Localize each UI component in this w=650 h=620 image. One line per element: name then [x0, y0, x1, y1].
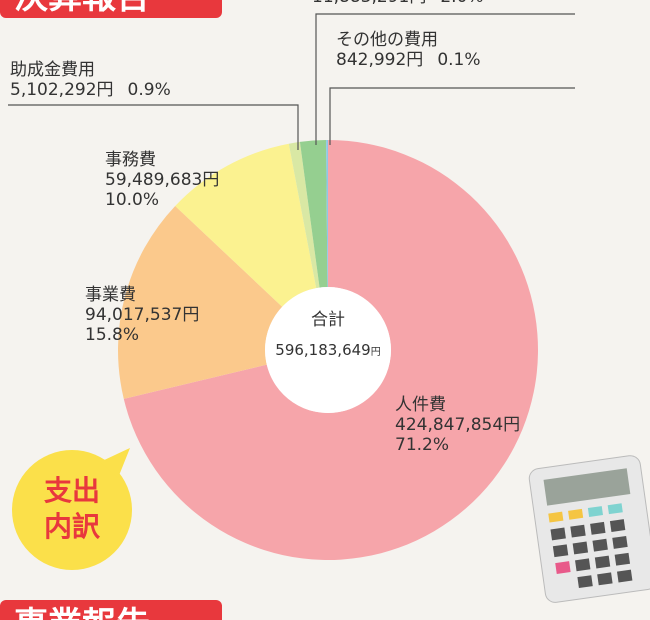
percent-label: 15.8% [85, 325, 139, 345]
amount-label: 5,102,292円 [10, 80, 114, 100]
footer-title: 事業報告 [14, 605, 150, 620]
value-label: 11,883,291円 2.0% [312, 0, 484, 7]
category-label: 助成金費用 [10, 60, 95, 80]
pie-slice [288, 141, 320, 289]
category-label: 事業費 [85, 285, 136, 305]
total-label: 596,183,649 [275, 341, 370, 359]
amount-label: 424,847,854円 [395, 415, 520, 435]
calculator-icon [528, 455, 650, 603]
leader-line [8, 104, 299, 150]
badge-circle [12, 450, 132, 570]
pie-slice [299, 140, 328, 288]
category-label: 人件費 [395, 395, 446, 415]
badge: 支出 内訳 [12, 448, 132, 570]
category-label: 事務費 [105, 150, 156, 170]
category-label: その他の費用 [336, 30, 438, 50]
value-label: 5,102,292円 0.9% [10, 80, 171, 100]
badge-text: 支出 [44, 474, 100, 507]
pie-slice [326, 140, 328, 288]
pie-slice [123, 140, 538, 560]
footer-box [0, 600, 222, 620]
leader-line [315, 13, 575, 145]
pie-slice [117, 205, 283, 399]
value-label: 842,992円 0.1% [336, 50, 481, 70]
amount-label: 94,017,537円 [85, 305, 199, 325]
total-value: 596,183,649円 [275, 341, 380, 359]
badge-text: 内訳 [44, 510, 101, 543]
header-title: 決算報告 [14, 0, 150, 17]
percent-label: 0.9% [128, 80, 171, 100]
header-box [0, 0, 222, 18]
total-unit: 円 [371, 347, 381, 358]
leader-line [329, 87, 575, 145]
amount-label: 842,992円 [336, 50, 423, 70]
badge-tail [100, 448, 130, 478]
percent-label: 0.1% [437, 50, 480, 70]
value-label: 59,489,683円 [105, 170, 219, 190]
percent-label: 2.0% [440, 0, 483, 7]
value-label: 424,847,854円 [395, 415, 520, 435]
pie-slice [175, 143, 317, 307]
amount-label: 11,883,291円 [312, 0, 426, 7]
value-label: 94,017,537円 [85, 305, 199, 325]
percent-label: 10.0% [105, 190, 159, 210]
total-title: 合計 [311, 310, 345, 330]
amount-label: 59,489,683円 [105, 170, 219, 190]
donut-hole [265, 287, 391, 413]
percent-label: 71.2% [395, 435, 449, 455]
